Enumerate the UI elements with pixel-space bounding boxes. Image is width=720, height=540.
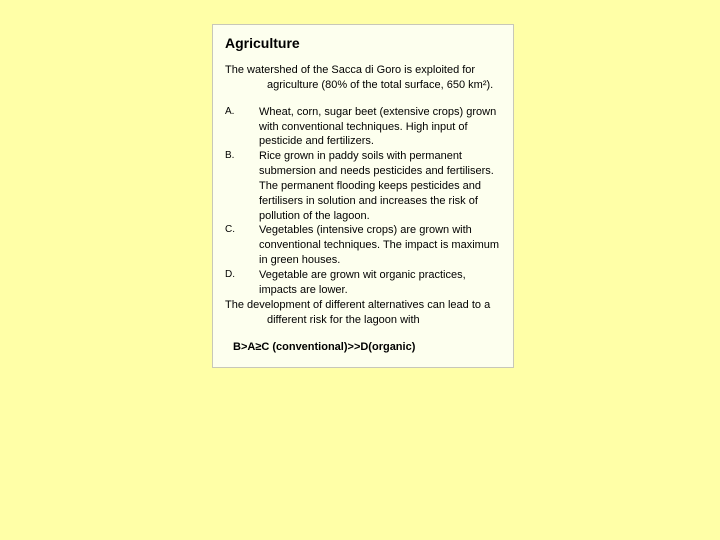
list-item: B. Rice grown in paddy soils with perman…: [225, 149, 501, 223]
item-marker: A.: [225, 105, 259, 150]
relation-text: B>A≥C (conventional)>>D(organic): [225, 341, 501, 353]
card-title: Agriculture: [225, 35, 501, 51]
closing-text: The development of different alternative…: [267, 298, 501, 328]
item-marker: D.: [225, 268, 259, 298]
content-card: Agriculture The watershed of the Sacca d…: [212, 24, 514, 368]
item-marker: B.: [225, 149, 259, 223]
item-marker: C.: [225, 223, 259, 268]
item-text: Vegetables (intensive crops) are grown w…: [259, 223, 501, 268]
item-text: Wheat, corn, sugar beet (extensive crops…: [259, 105, 501, 150]
item-text: Rice grown in paddy soils with permanent…: [259, 149, 501, 223]
list-item: D. Vegetable are grown wit organic pract…: [225, 268, 501, 298]
item-text: Vegetable are grown wit organic practice…: [259, 268, 501, 298]
item-list: A. Wheat, corn, sugar beet (extensive cr…: [225, 105, 501, 328]
list-item: A. Wheat, corn, sugar beet (extensive cr…: [225, 105, 501, 150]
intro-text: The watershed of the Sacca di Goro is ex…: [267, 63, 501, 93]
list-item: C. Vegetables (intensive crops) are grow…: [225, 223, 501, 268]
